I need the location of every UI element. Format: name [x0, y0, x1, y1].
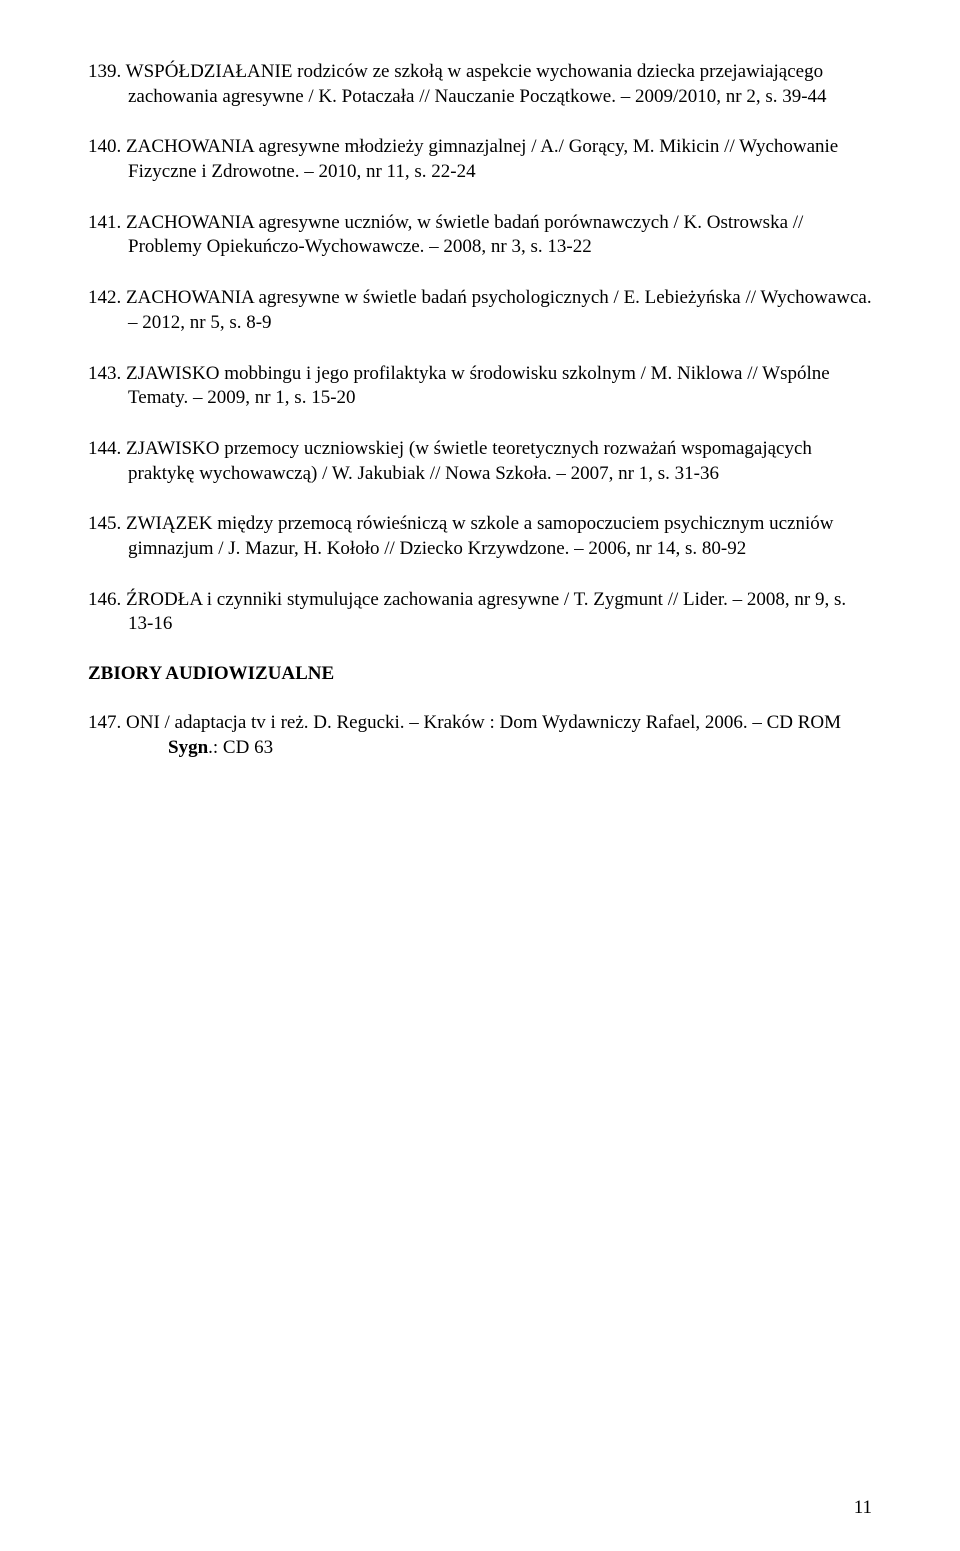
entry-text: ZJAWISKO mobbingu i jego profilaktyka w … [126, 363, 830, 409]
entry-number: 147. [88, 712, 121, 733]
bibliography-entry: 141. ZACHOWANIA agresywne uczniów, w świ… [88, 211, 872, 260]
bibliography-entry: 146. ŹRODŁA i czynniki stymulujące zacho… [88, 588, 872, 637]
entry-number: 139. [88, 61, 121, 82]
entry-text: ONI / adaptacja tv i reż. D. Regucki. – … [126, 712, 841, 733]
entry-text: ZJAWISKO przemocy uczniowskiej (w świetl… [126, 438, 812, 484]
bibliography-entry: 140. ZACHOWANIA agresywne młodzieży gimn… [88, 135, 872, 184]
entry-number: 144. [88, 438, 121, 459]
entry-number: 141. [88, 212, 121, 233]
bibliography-entry: 139. WSPÓŁDZIAŁANIE rodziców ze szkołą w… [88, 60, 872, 109]
sygn-value: .: CD 63 [208, 737, 273, 758]
entry-text: ZACHOWANIA agresywne w świetle badań psy… [126, 287, 872, 333]
bibliography-entry: 143. ZJAWISKO mobbingu i jego profilakty… [88, 362, 872, 411]
sygn-label: Sygn [168, 737, 208, 758]
entry-text: ŹRODŁA i czynniki stymulujące zachowania… [126, 589, 846, 635]
bibliography-entry: 145. ZWIĄZEK między przemocą rówieśniczą… [88, 512, 872, 561]
page-number: 11 [854, 1497, 872, 1519]
sygn-line: Sygn.: CD 63 [128, 736, 872, 761]
entry-text: ZWIĄZEK między przemocą rówieśniczą w sz… [126, 513, 833, 559]
entry-number: 143. [88, 363, 121, 384]
entry-number: 142. [88, 287, 121, 308]
entry-text: WSPÓŁDZIAŁANIE rodziców ze szkołą w aspe… [126, 61, 827, 107]
bibliography-entry: 147. ONI / adaptacja tv i reż. D. Reguck… [88, 711, 872, 760]
entry-text: ZACHOWANIA agresywne młodzieży gimnazjal… [126, 136, 838, 182]
entry-number: 140. [88, 136, 121, 157]
bibliography-entry: 144. ZJAWISKO przemocy uczniowskiej (w ś… [88, 437, 872, 486]
entry-text: ZACHOWANIA agresywne uczniów, w świetle … [126, 212, 803, 258]
document-page: 139. WSPÓŁDZIAŁANIE rodziców ze szkołą w… [0, 0, 960, 1551]
section-heading: ZBIORY AUDIOWIZUALNE [88, 663, 872, 685]
entry-number: 145. [88, 513, 121, 534]
bibliography-entry: 142. ZACHOWANIA agresywne w świetle bada… [88, 286, 872, 335]
entry-number: 146. [88, 589, 121, 610]
